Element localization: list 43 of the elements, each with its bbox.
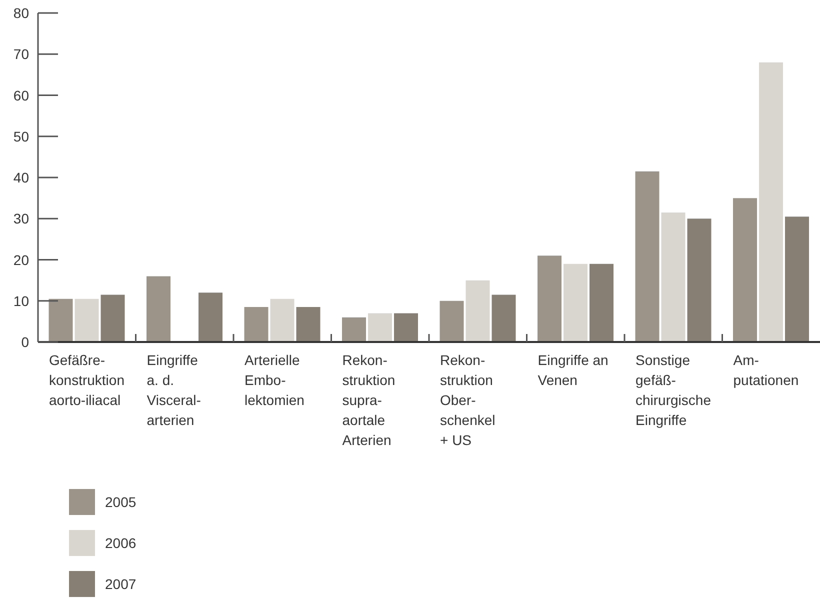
bar	[759, 62, 784, 342]
bar	[687, 218, 712, 342]
bar	[635, 171, 660, 342]
bar	[198, 292, 223, 342]
bar	[440, 300, 464, 342]
x-tick-label: Rekon- struktion supra- aortale Arterien	[342, 352, 396, 448]
legend-label: 2005	[105, 494, 136, 510]
bar	[296, 307, 320, 342]
bar	[733, 198, 758, 342]
bar	[100, 294, 125, 342]
y-tick-label: 80	[13, 5, 30, 21]
x-tick-label: Gefäßre- konstruktion aorto-iliacal	[49, 352, 124, 408]
y-tick-label: 0	[21, 334, 30, 350]
y-tick-label: 10	[13, 292, 30, 309]
bar	[661, 212, 686, 342]
x-tick-label: Rekon- struktion Ober- schenkel + US	[440, 352, 496, 448]
bar	[48, 298, 73, 342]
x-tick-label: Eingriffe a. d. Visceral- arterien	[146, 352, 202, 428]
y-tick-label: 50	[13, 128, 30, 144]
x-tick-label: Arterielle Embo- lektomien	[244, 352, 304, 408]
bar	[564, 264, 588, 342]
x-tick-label: Am- putationen	[733, 352, 799, 388]
bar	[466, 280, 490, 342]
bar	[146, 276, 171, 342]
y-tick-label: 30	[13, 210, 30, 227]
bar	[590, 264, 614, 342]
bar	[538, 256, 562, 342]
bar	[785, 216, 810, 342]
legend-label: 2007	[105, 576, 136, 592]
bar	[368, 313, 392, 342]
bar	[74, 298, 99, 342]
x-tick-label: Eingriffe an Venen	[538, 352, 608, 388]
bar	[492, 294, 516, 342]
bar	[244, 307, 268, 342]
y-tick-label: 20	[13, 252, 30, 268]
y-tick-label: 70	[13, 46, 30, 62]
bar	[394, 313, 418, 342]
x-tick-label: Sonstige gefäß- chirurgische Eingriffe	[636, 352, 712, 428]
legend-label: 2006	[105, 535, 136, 551]
y-tick-label: 40	[13, 170, 30, 186]
bar	[342, 317, 366, 342]
y-tick-label: 60	[13, 87, 30, 104]
bar	[270, 298, 294, 342]
